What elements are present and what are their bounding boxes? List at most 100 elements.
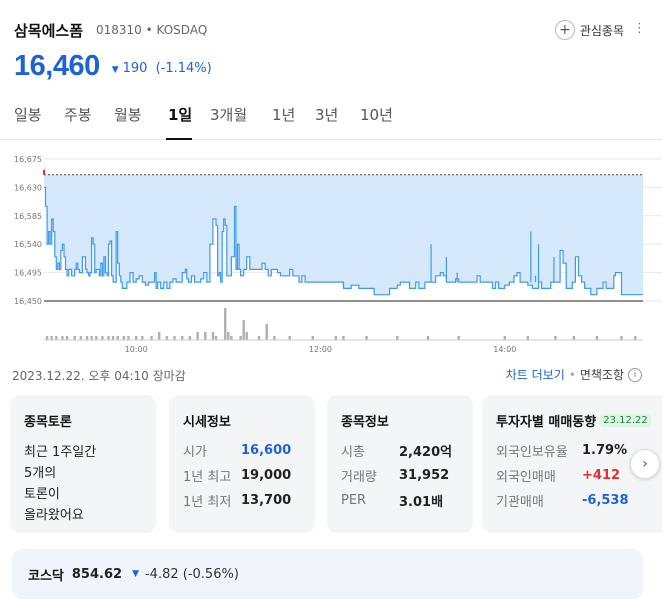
index-bar[interactable]: 코스닥 854.62 ▼ -4.82 (-0.56%) xyxy=(12,549,643,599)
row-key: PER xyxy=(341,493,367,508)
market-timestamp: 2023.12.22. 오후 04:10 장마감 xyxy=(12,369,186,383)
index-value: 854.62 xyxy=(71,566,123,582)
volume-bar xyxy=(227,332,230,340)
favorite-button[interactable]: + 관심종목 xyxy=(554,20,624,40)
stock-header: 삼목에스폼 018310 • KOSDAQ + 관심종목 ⋮ xyxy=(14,20,662,44)
index-change: -4.82 (-0.56%) xyxy=(144,566,239,582)
volume-bar xyxy=(620,336,623,340)
volume-bar xyxy=(73,336,76,340)
stock-code-market: 018310 • KOSDAQ xyxy=(96,23,208,37)
tab-3year[interactable]: 3년 xyxy=(315,106,339,124)
period-tabs: 일봉 주봉 월봉 1일 3개월 1년 3년 10년 xyxy=(0,100,662,140)
volume-bar xyxy=(572,336,576,340)
talk-line: 올라왔어요 xyxy=(24,508,84,523)
card-talk[interactable]: 종목토론 최근 1주일간 5개의 토론이 올라왔어요 xyxy=(10,395,156,533)
plus-icon: + xyxy=(554,20,575,40)
row-key: 1년 최저 xyxy=(183,495,232,510)
volume-bar xyxy=(204,332,207,340)
volume-bar xyxy=(134,336,138,340)
info-cards: 종목토론 최근 1주일간 5개의 토론이 올라왔어요 시세정보 시가 16,600… xyxy=(10,395,662,533)
volume-bar xyxy=(61,336,64,340)
tab-1year[interactable]: 1년 xyxy=(272,106,296,124)
card-title: 투자자별 매매동향 23.12.22 xyxy=(496,411,658,430)
current-price: 16,460 xyxy=(14,49,100,82)
volume-bar xyxy=(55,336,58,340)
volume-bar xyxy=(101,336,104,340)
info-row: 외국인매매 +412 xyxy=(496,463,658,488)
change-value: 190 xyxy=(122,60,148,76)
volume-bars xyxy=(45,308,637,340)
more-vertical-icon[interactable]: ⋮ xyxy=(633,21,646,36)
investor-title: 투자자별 매매동향 xyxy=(496,415,597,430)
volume-bar xyxy=(79,336,83,340)
price-area xyxy=(44,174,643,295)
volume-bar xyxy=(85,336,89,340)
price-line xyxy=(44,186,643,296)
separator-dot: • xyxy=(568,367,576,382)
price-spikes xyxy=(342,231,555,289)
tab-monthly[interactable]: 월봉 xyxy=(114,106,142,124)
tab-1day[interactable]: 1일 xyxy=(168,106,193,124)
price-row: 16,460 ▼ 190 (-1.14%) xyxy=(14,48,212,84)
card-title: 종목정보 xyxy=(341,415,389,430)
y-tick-label: 16,585 xyxy=(14,212,42,221)
stock-name: 삼목에스폼 xyxy=(14,22,84,40)
volume-bar xyxy=(257,336,261,340)
row-value: 16,600 xyxy=(241,443,292,458)
chart-more-link[interactable]: 차트 더보기 xyxy=(505,368,565,382)
index-name: 코스닥 xyxy=(28,568,64,584)
start-marker xyxy=(43,169,45,175)
volume-bar xyxy=(165,336,169,340)
row-value: 13,700 xyxy=(241,493,292,508)
row-value: 3.01배 xyxy=(399,495,444,510)
price-change: ▼ 190 (-1.14%) xyxy=(112,61,212,76)
talk-text: 최근 1주일간 5개의 토론이 올라왔어요 xyxy=(24,442,142,526)
volume-bar xyxy=(181,336,184,340)
volume-bar xyxy=(188,336,192,340)
volume-bar xyxy=(526,336,530,340)
tab-3month[interactable]: 3개월 xyxy=(210,106,248,124)
y-tick-label: 16,630 xyxy=(14,183,42,192)
y-tick-label: 16,540 xyxy=(14,240,42,249)
row-value: 1.79% xyxy=(582,443,628,458)
row-value: 2,420억 xyxy=(399,445,453,460)
volume-bar xyxy=(503,336,506,340)
card-market-info[interactable]: 시세정보 시가 16,600 1년 최고 19,000 1년 최저 13,700 xyxy=(169,395,315,533)
volume-bar xyxy=(634,336,637,340)
tab-10year[interactable]: 10년 xyxy=(360,106,393,124)
volume-bar xyxy=(311,336,314,340)
volume-bar xyxy=(45,336,49,340)
volume-bar xyxy=(141,336,144,340)
info-row: 외국인보유율 1.79% xyxy=(496,438,658,463)
volume-bar xyxy=(196,332,199,340)
y-tick-label: 16,675 xyxy=(14,155,42,164)
volume-bar xyxy=(554,336,557,340)
volume-bar xyxy=(595,336,599,340)
y-tick-label: 16,450 xyxy=(14,297,42,306)
talk-line: 토론이 xyxy=(24,487,60,502)
volume-bar xyxy=(334,336,338,340)
x-tick-label: 10:00 xyxy=(125,345,148,354)
info-row: 시총 2,420억 xyxy=(341,438,459,463)
active-tab-underline xyxy=(166,138,192,140)
tab-weekly[interactable]: 주봉 xyxy=(64,106,92,124)
card-stock-info[interactable]: 종목정보 시총 2,420억 거래량 31,952 PER 3.01배 xyxy=(327,395,473,533)
info-row: 1년 최저 13,700 xyxy=(183,488,301,513)
change-percent: (-1.14%) xyxy=(155,60,212,76)
date-badge: 23.12.22 xyxy=(600,414,651,427)
info-icon[interactable]: i xyxy=(628,367,642,382)
tab-daily[interactable]: 일봉 xyxy=(14,106,42,124)
volume-bar xyxy=(273,336,276,340)
x-tick-label: 12:00 xyxy=(309,345,332,354)
down-triangle-icon: ▼ xyxy=(111,64,119,75)
volume-bar xyxy=(365,336,368,340)
volume-bar xyxy=(242,320,245,340)
disclaimer-link[interactable]: 면책조항 xyxy=(579,368,624,382)
info-row: 1년 최고 19,000 xyxy=(183,463,301,488)
y-axis: 16,675 16,630 16,585 16,540 16,495 16,450 xyxy=(14,155,42,306)
info-row: 시가 16,600 xyxy=(183,438,301,463)
chevron-right-icon[interactable]: › xyxy=(630,449,660,479)
chart-links: 차트 더보기 • 면책조항 i xyxy=(506,366,642,383)
volume-bar xyxy=(211,332,215,340)
intraday-chart[interactable]: 16,675 16,630 16,585 16,540 16,495 16,450 10:… xyxy=(0,150,662,360)
